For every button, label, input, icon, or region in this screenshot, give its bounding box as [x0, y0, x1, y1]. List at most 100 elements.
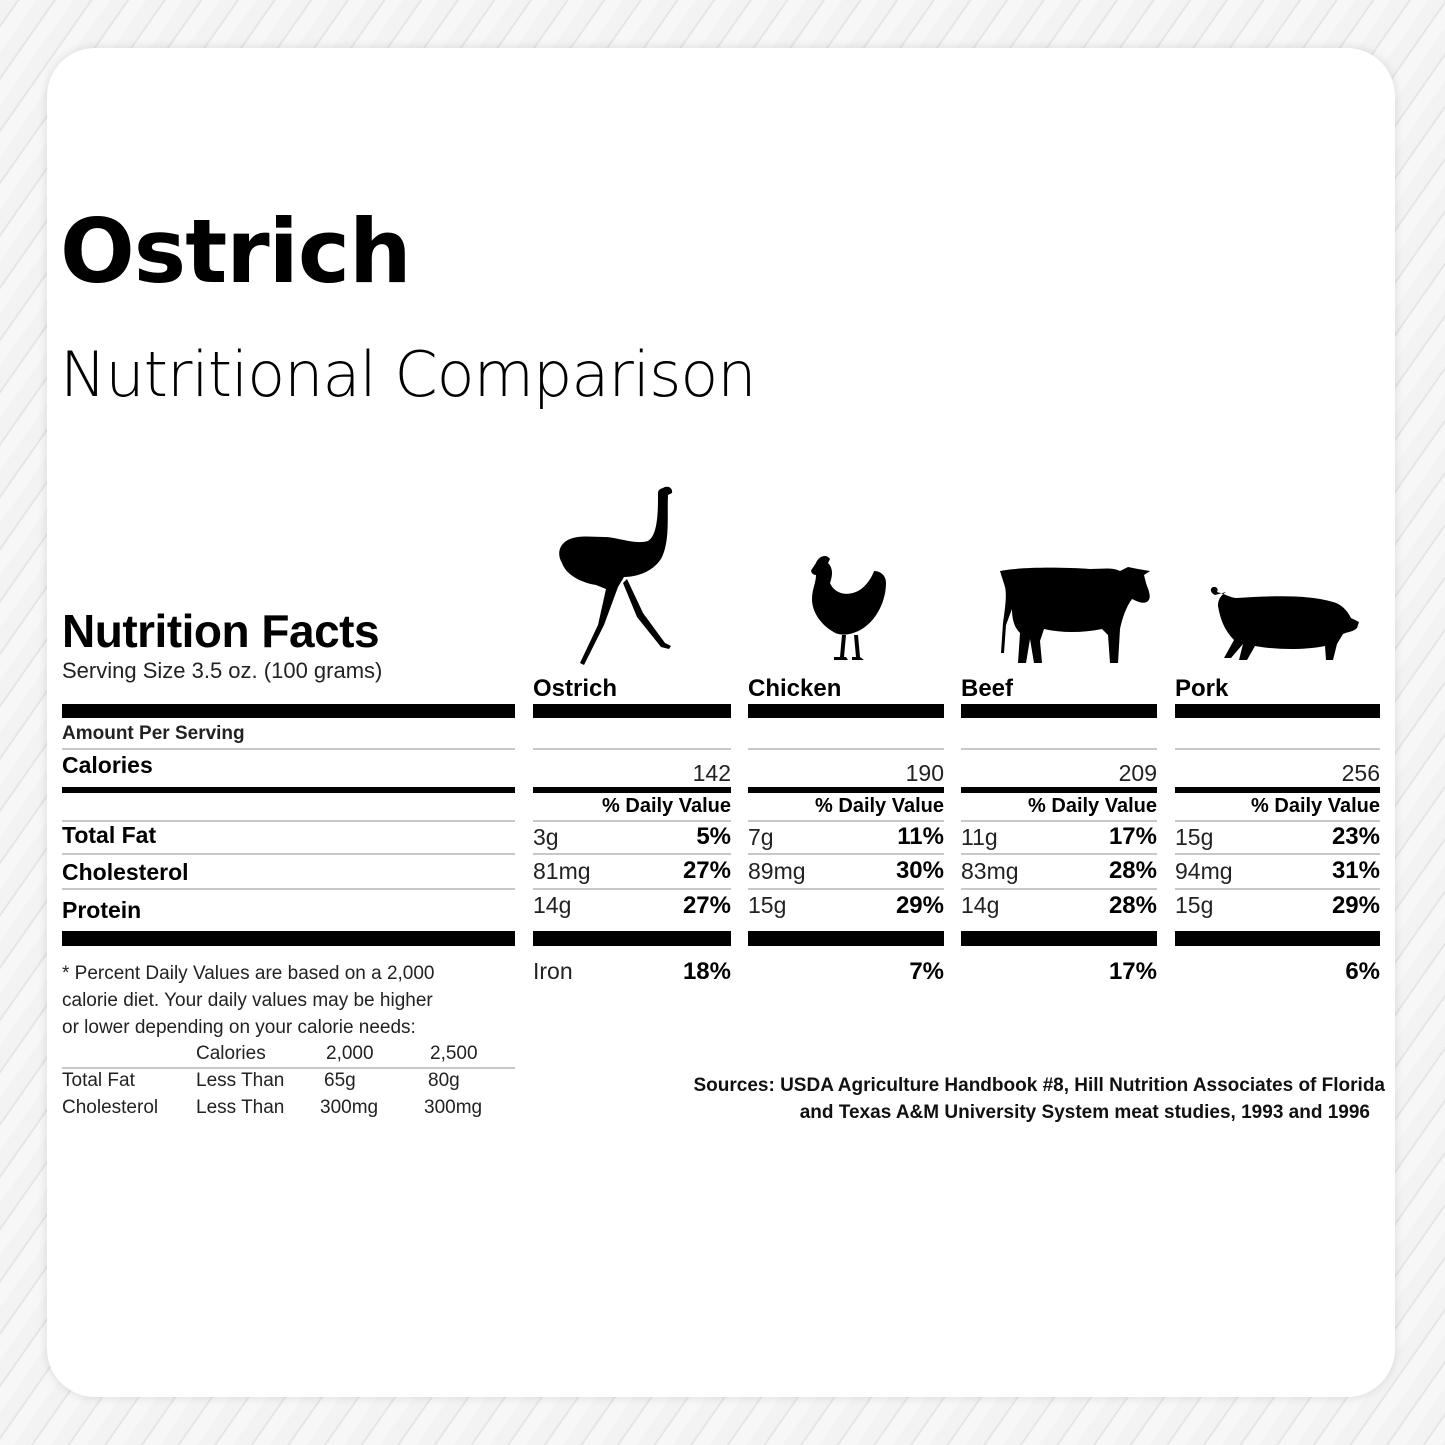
divider — [748, 820, 944, 822]
row-label-protein: Protein — [62, 897, 142, 923]
serving-size: Serving Size 3.5 oz. (100 grams) — [62, 658, 383, 683]
protein-amount: 14g — [533, 892, 572, 918]
card — [47, 48, 1395, 1397]
divider — [1175, 704, 1380, 718]
iron-label: Iron — [533, 958, 573, 984]
divider — [62, 787, 515, 793]
divider — [62, 888, 515, 890]
footnote-cell: Cholesterol — [62, 1097, 159, 1118]
protein-amount: 15g — [748, 892, 787, 918]
footnote-line: * Percent Daily Values are based on a 2,… — [62, 963, 435, 984]
column-header: Beef — [961, 675, 1014, 702]
iron-percent: 6% — [1345, 958, 1380, 985]
cholesterol-percent: 27% — [682, 857, 731, 884]
divider — [748, 704, 944, 718]
footnote-header: 2,000 — [326, 1043, 374, 1064]
calories-value: 190 — [905, 760, 944, 786]
row-label-cholesterol: Cholesterol — [62, 859, 189, 885]
divider — [961, 931, 1157, 946]
cholesterol-amount: 83mg — [961, 858, 1019, 884]
calories-value: 209 — [1118, 760, 1157, 786]
divider — [533, 748, 731, 750]
nutrition-facts-heading: Nutrition Facts — [62, 605, 380, 657]
ostrich-icon — [559, 486, 673, 665]
total-fat-amount: 7g — [748, 824, 774, 850]
row-label-total-fat: Total Fat — [62, 822, 157, 848]
divider — [748, 787, 944, 793]
protein-percent: 28% — [1108, 892, 1157, 919]
row-label-calories: Calories — [62, 752, 153, 778]
total-fat-percent: 11% — [897, 823, 944, 850]
chicken-icon — [811, 556, 886, 660]
daily-value-header: % Daily Value — [1251, 795, 1380, 817]
daily-value-header: % Daily Value — [815, 795, 944, 817]
divider — [961, 820, 1157, 822]
total-fat-percent: 17% — [1108, 823, 1157, 850]
footnote-cell: 300mg — [424, 1097, 483, 1118]
divider — [62, 931, 515, 946]
iron-percent: 17% — [1108, 958, 1157, 985]
footnote-header: Calories — [196, 1043, 266, 1064]
divider — [748, 931, 944, 946]
total-fat-percent: 23% — [1331, 823, 1380, 850]
divider — [533, 704, 731, 718]
total-fat-percent: 5% — [696, 823, 731, 850]
divider — [1175, 853, 1380, 855]
footnote-cell: 80g — [428, 1070, 460, 1091]
cholesterol-amount: 94mg — [1175, 858, 1233, 884]
divider — [1175, 931, 1380, 946]
divider — [748, 888, 944, 890]
sources-line: Sources: USDA Agriculture Handbook #8, H… — [693, 1075, 1386, 1096]
column-header: Ostrich — [533, 675, 618, 702]
iron-percent: 7% — [909, 958, 944, 985]
divider — [533, 888, 731, 890]
page-title: Ostrich — [60, 200, 412, 303]
divider — [748, 748, 944, 750]
protein-amount: 14g — [961, 892, 1000, 918]
protein-percent: 27% — [682, 892, 731, 919]
total-fat-amount: 11g — [961, 824, 998, 850]
footnote-cell: Less Than — [196, 1097, 285, 1118]
cholesterol-amount: 89mg — [748, 858, 806, 884]
column-header: Pork — [1175, 675, 1229, 702]
divider — [62, 1067, 515, 1069]
protein-percent: 29% — [1331, 892, 1380, 919]
footnote-line: calorie diet. Your daily values may be h… — [62, 990, 433, 1011]
divider — [62, 820, 515, 822]
divider — [62, 853, 515, 855]
cholesterol-percent: 28% — [1108, 857, 1157, 884]
daily-value-header: % Daily Value — [602, 795, 731, 817]
total-fat-amount: 15g — [1175, 824, 1214, 850]
divider — [1175, 888, 1380, 890]
divider — [62, 748, 515, 750]
footnote-cell: 65g — [324, 1070, 356, 1091]
divider — [748, 853, 944, 855]
pig-icon — [1210, 587, 1359, 660]
divider — [961, 704, 1157, 718]
calories-value: 142 — [692, 760, 731, 786]
divider — [62, 704, 515, 718]
sources-line: and Texas A&M University System meat stu… — [799, 1102, 1370, 1123]
divider — [533, 931, 731, 946]
cholesterol-amount: 81mg — [533, 858, 591, 884]
divider — [1175, 748, 1380, 750]
footnote-cell: Total Fat — [62, 1070, 135, 1091]
daily-value-header: % Daily Value — [1028, 795, 1157, 817]
iron-percent: 18% — [682, 958, 731, 985]
protein-amount: 15g — [1175, 892, 1214, 918]
divider — [533, 853, 731, 855]
divider — [1175, 820, 1380, 822]
column-header: Chicken — [748, 675, 842, 702]
divider — [1175, 787, 1380, 793]
cholesterol-percent: 30% — [895, 857, 944, 884]
divider — [961, 748, 1157, 750]
cholesterol-percent: 31% — [1331, 857, 1380, 884]
total-fat-amount: 3g — [533, 824, 559, 850]
cow-icon — [1000, 567, 1150, 663]
footnote-line: or lower depending on your calorie needs… — [62, 1017, 416, 1038]
divider — [533, 787, 731, 793]
footnote-header: 2,500 — [430, 1043, 478, 1064]
divider — [533, 820, 731, 822]
calories-value: 256 — [1341, 760, 1380, 786]
divider — [961, 853, 1157, 855]
